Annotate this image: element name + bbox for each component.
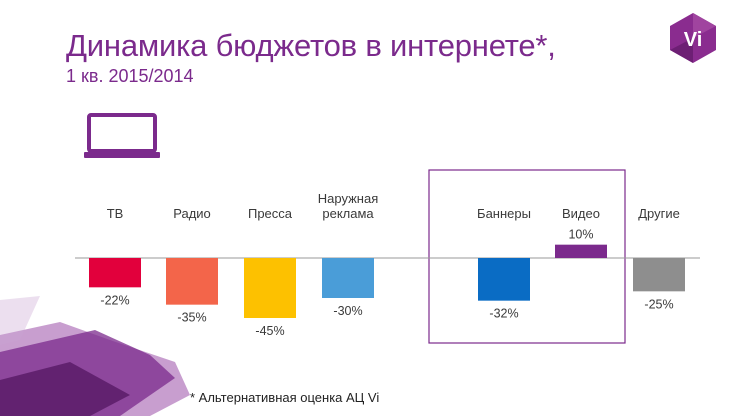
value-label-наружная-реклама: -30%: [333, 304, 362, 318]
bar-радио: [166, 258, 218, 305]
bar-пресса: [244, 258, 296, 318]
laptop-icon: [84, 113, 160, 158]
bar-видео: [555, 244, 607, 258]
bar-другие: [633, 258, 685, 292]
page-subtitle: 1 кв. 2015/2014: [66, 66, 194, 86]
page-title: Динамика бюджетов в интернете*,: [66, 28, 556, 63]
category-label-радио: Радио: [173, 206, 211, 221]
category-label-другие: Другие: [638, 206, 680, 221]
highlight-box: [428, 169, 626, 344]
category-label-пресса: Пресса: [248, 206, 293, 221]
value-label-другие: -25%: [644, 297, 673, 311]
bar-тв: [89, 258, 141, 288]
value-label-тв: -22%: [100, 293, 129, 307]
value-label-пресса: -45%: [255, 324, 284, 338]
logo-text: Vi: [684, 29, 703, 51]
vi-logo: Vi: [670, 13, 716, 63]
value-label-баннеры: -32%: [489, 307, 518, 321]
value-label-радио: -35%: [177, 311, 206, 325]
category-label-баннеры: Баннеры: [477, 206, 531, 221]
category-label-наружная-реклама: Наружная реклама: [318, 191, 379, 221]
bar-баннеры: [478, 258, 530, 301]
footnote: * Альтернативная оценка АЦ Vi: [190, 390, 380, 405]
bar-наружная-реклама: [322, 258, 374, 298]
category-label-тв: ТВ: [107, 206, 124, 221]
category-label-видео: Видео: [562, 206, 600, 221]
value-label-видео: 10%: [568, 228, 593, 242]
